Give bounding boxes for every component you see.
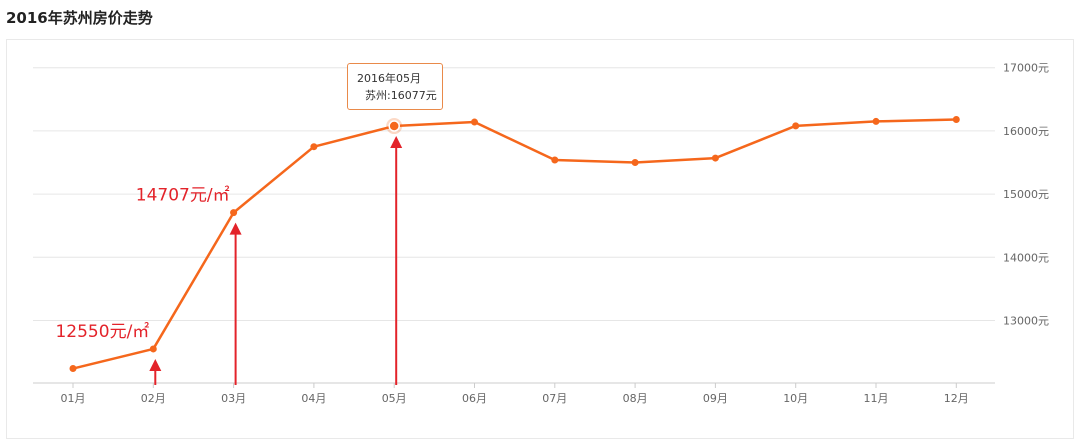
x-tick-label: 06月: [462, 392, 487, 405]
data-point[interactable]: [471, 118, 478, 126]
data-point[interactable]: [952, 116, 960, 124]
chart-panel: [6, 39, 1074, 439]
y-tick-label: 13000元: [1003, 315, 1049, 328]
data-point[interactable]: [711, 154, 719, 162]
y-tick-label: 15000元: [1003, 188, 1049, 201]
data-point[interactable]: [551, 156, 559, 164]
y-tick-label: 17000元: [1003, 62, 1049, 75]
x-tick-label: 05月: [382, 392, 407, 405]
tooltip-date: 2016年05月: [357, 72, 421, 85]
tooltip-value: 苏州:16077元: [365, 89, 437, 102]
y-axis: 13000元 14000元 15000元 16000元 17000元: [1003, 62, 1049, 328]
x-tick-label: 12月: [944, 392, 969, 405]
annotation-arrow-head: [229, 222, 242, 235]
annotation-arrow-head: [149, 358, 162, 371]
gridlines: [33, 67, 995, 321]
data-point[interactable]: [149, 345, 157, 353]
x-tick-label: 01月: [61, 392, 86, 405]
data-point-highlighted[interactable]: [388, 120, 400, 132]
x-tick-label: 03月: [221, 392, 246, 405]
x-tick-label: 10月: [783, 392, 808, 405]
x-tick-label: 02月: [141, 392, 166, 405]
y-tick-label: 14000元: [1003, 251, 1049, 264]
data-point[interactable]: [792, 122, 800, 130]
series-line: [72, 118, 957, 370]
annotation-label: 12550元/㎡: [55, 322, 149, 342]
data-tooltip: 2016年05月 苏州:16077元: [347, 63, 443, 110]
x-tick-label: 07月: [542, 392, 567, 405]
x-tick-label: 09月: [703, 392, 728, 405]
x-tick-label: 08月: [623, 392, 648, 405]
annotation-label: 14707元/㎡: [136, 186, 230, 206]
annotation-labels: 12550元/㎡ 14707元/㎡: [55, 186, 229, 342]
page-title: 2016年苏州房价走势: [6, 9, 153, 27]
series-line-suzhou: [69, 116, 960, 373]
data-point[interactable]: [230, 209, 238, 217]
x-tick-label: 11月: [864, 392, 889, 405]
annotation-arrows: [149, 136, 403, 385]
data-point[interactable]: [631, 159, 639, 166]
y-tick-label: 16000元: [1003, 125, 1049, 138]
data-point[interactable]: [69, 365, 77, 373]
annotation-arrow-head: [390, 136, 403, 149]
data-point[interactable]: [872, 117, 880, 125]
x-axis: 01月 02月 03月 04月 05月 06月 07月 08月 09月 10月 11月 12月: [33, 382, 995, 405]
x-tick-label: 04月: [301, 392, 326, 405]
data-point[interactable]: [310, 143, 318, 151]
